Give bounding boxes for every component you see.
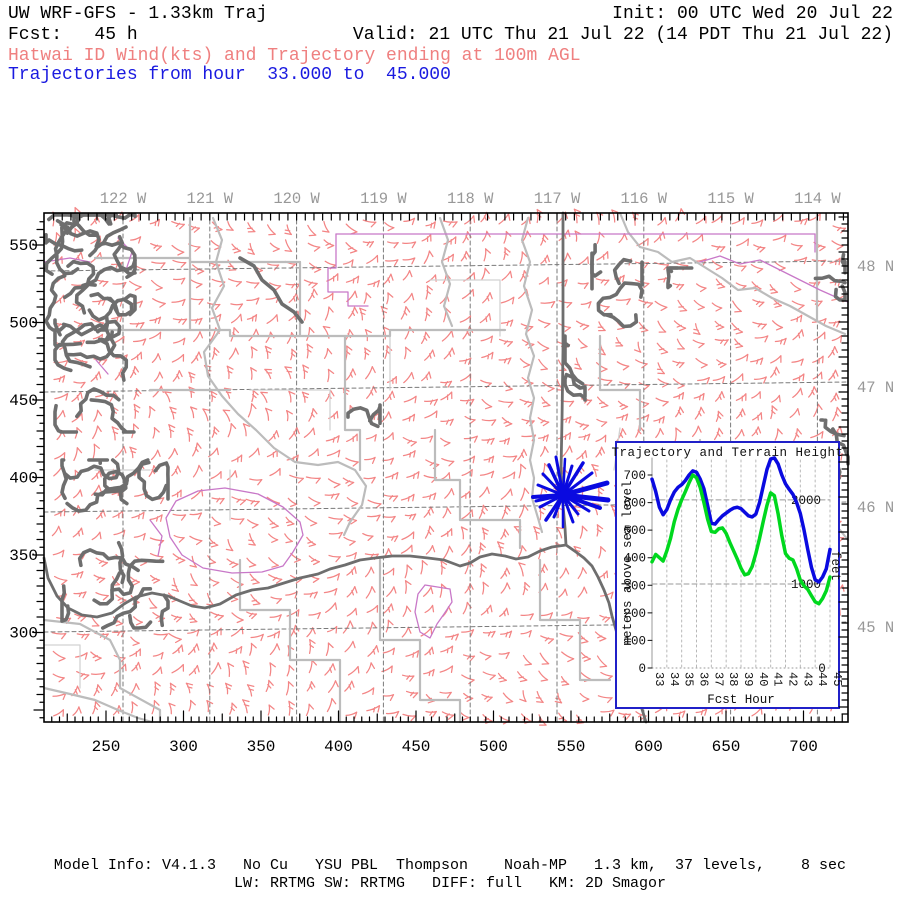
magenta-boundaries <box>43 233 849 639</box>
valid-time-label: Valid: 21 UTC Thu 21 Jul 22 (14 PDT Thu … <box>352 25 893 45</box>
trajectory-height-line <box>650 456 832 584</box>
trajectory-end-point <box>557 489 569 501</box>
svg-text:43: 43 <box>800 672 814 686</box>
svg-text:37: 37 <box>711 672 725 686</box>
svg-text:400: 400 <box>623 552 646 566</box>
svg-text:35: 35 <box>682 672 696 686</box>
svg-text:48 N: 48 N <box>857 258 894 276</box>
svg-text:114 W: 114 W <box>794 190 841 208</box>
svg-text:450: 450 <box>402 738 431 756</box>
trajectory-starburst <box>531 455 611 529</box>
svg-text:650: 650 <box>712 738 741 756</box>
svg-text:100: 100 <box>623 634 646 648</box>
svg-text:0: 0 <box>638 662 646 676</box>
svg-text:122 W: 122 W <box>100 190 147 208</box>
plot-title: UW WRF-GFS - 1.33km Traj <box>8 4 268 24</box>
svg-text:500: 500 <box>623 524 646 538</box>
svg-text:33: 33 <box>652 672 666 686</box>
init-time-label: Init: 00 UTC Wed 20 Jul 22 <box>612 4 893 24</box>
svg-text:500: 500 <box>9 315 38 333</box>
forecast-hour-label: Fcst: 45 h <box>8 25 138 45</box>
svg-text:116 W: 116 W <box>621 190 668 208</box>
svg-text:450: 450 <box>9 392 38 410</box>
svg-text:121 W: 121 W <box>187 190 234 208</box>
svg-text:1000: 1000 <box>791 578 821 592</box>
svg-text:46 N: 46 N <box>857 499 894 517</box>
model-info-line1: Model Info: V4.1.3 No Cu YSU PBL Thompso… <box>53 857 847 874</box>
svg-text:117 W: 117 W <box>534 190 581 208</box>
svg-text:feet: feet <box>828 551 842 581</box>
svg-text:400: 400 <box>324 738 353 756</box>
svg-text:115 W: 115 W <box>707 190 754 208</box>
svg-text:550: 550 <box>9 237 38 255</box>
svg-text:39: 39 <box>741 672 755 686</box>
field-subtitle: Hatwai ID Wind(kts) and Trajectory endin… <box>8 46 581 66</box>
svg-text:500: 500 <box>479 738 508 756</box>
svg-text:350: 350 <box>9 547 38 565</box>
svg-text:250: 250 <box>92 738 121 756</box>
model-info-line2: LW: RRTMG SW: RRTMG DIFF: full KM: 2D Sm… <box>233 875 667 892</box>
svg-text:36: 36 <box>697 672 711 686</box>
svg-text:700: 700 <box>789 738 818 756</box>
svg-text:45 N: 45 N <box>857 619 894 637</box>
svg-text:600: 600 <box>623 497 646 511</box>
svg-text:700: 700 <box>623 469 646 483</box>
svg-text:300: 300 <box>623 579 646 593</box>
svg-text:41: 41 <box>771 672 785 686</box>
svg-text:400: 400 <box>9 470 38 488</box>
svg-text:Fcst Hour: Fcst Hour <box>707 693 775 707</box>
svg-text:Trajectory and Terrain Height: Trajectory and Terrain Height <box>611 446 843 460</box>
svg-text:40: 40 <box>756 672 770 686</box>
terrain-height-line <box>650 473 832 606</box>
svg-text:120 W: 120 W <box>273 190 320 208</box>
map-border <box>43 212 849 723</box>
terrain-and-rivers <box>42 211 850 724</box>
svg-text:300: 300 <box>169 738 198 756</box>
svg-text:34: 34 <box>667 672 681 686</box>
inset-chart: Trajectory and Terrain Height20001000100… <box>611 441 844 709</box>
trajectory-subtitle: Trajectories from hour 33.000 to 45.000 <box>8 65 451 85</box>
svg-text:300: 300 <box>9 625 38 643</box>
svg-text:200: 200 <box>623 607 646 621</box>
svg-text:44: 44 <box>815 672 829 686</box>
svg-text:119 W: 119 W <box>360 190 407 208</box>
svg-text:47 N: 47 N <box>857 379 894 397</box>
svg-text:45: 45 <box>830 672 844 686</box>
svg-text:42: 42 <box>786 672 800 686</box>
map-frame-and-axes: 250 300 350 400 450 500 550 600 650 7005505004504… <box>9 190 894 756</box>
svg-text:600: 600 <box>634 738 663 756</box>
svg-text:550: 550 <box>557 738 586 756</box>
svg-text:meters above sea level: meters above sea level <box>621 480 635 645</box>
svg-text:118 W: 118 W <box>447 190 494 208</box>
svg-text:38: 38 <box>726 672 740 686</box>
svg-text:350: 350 <box>247 738 276 756</box>
svg-text:0: 0 <box>818 662 826 676</box>
